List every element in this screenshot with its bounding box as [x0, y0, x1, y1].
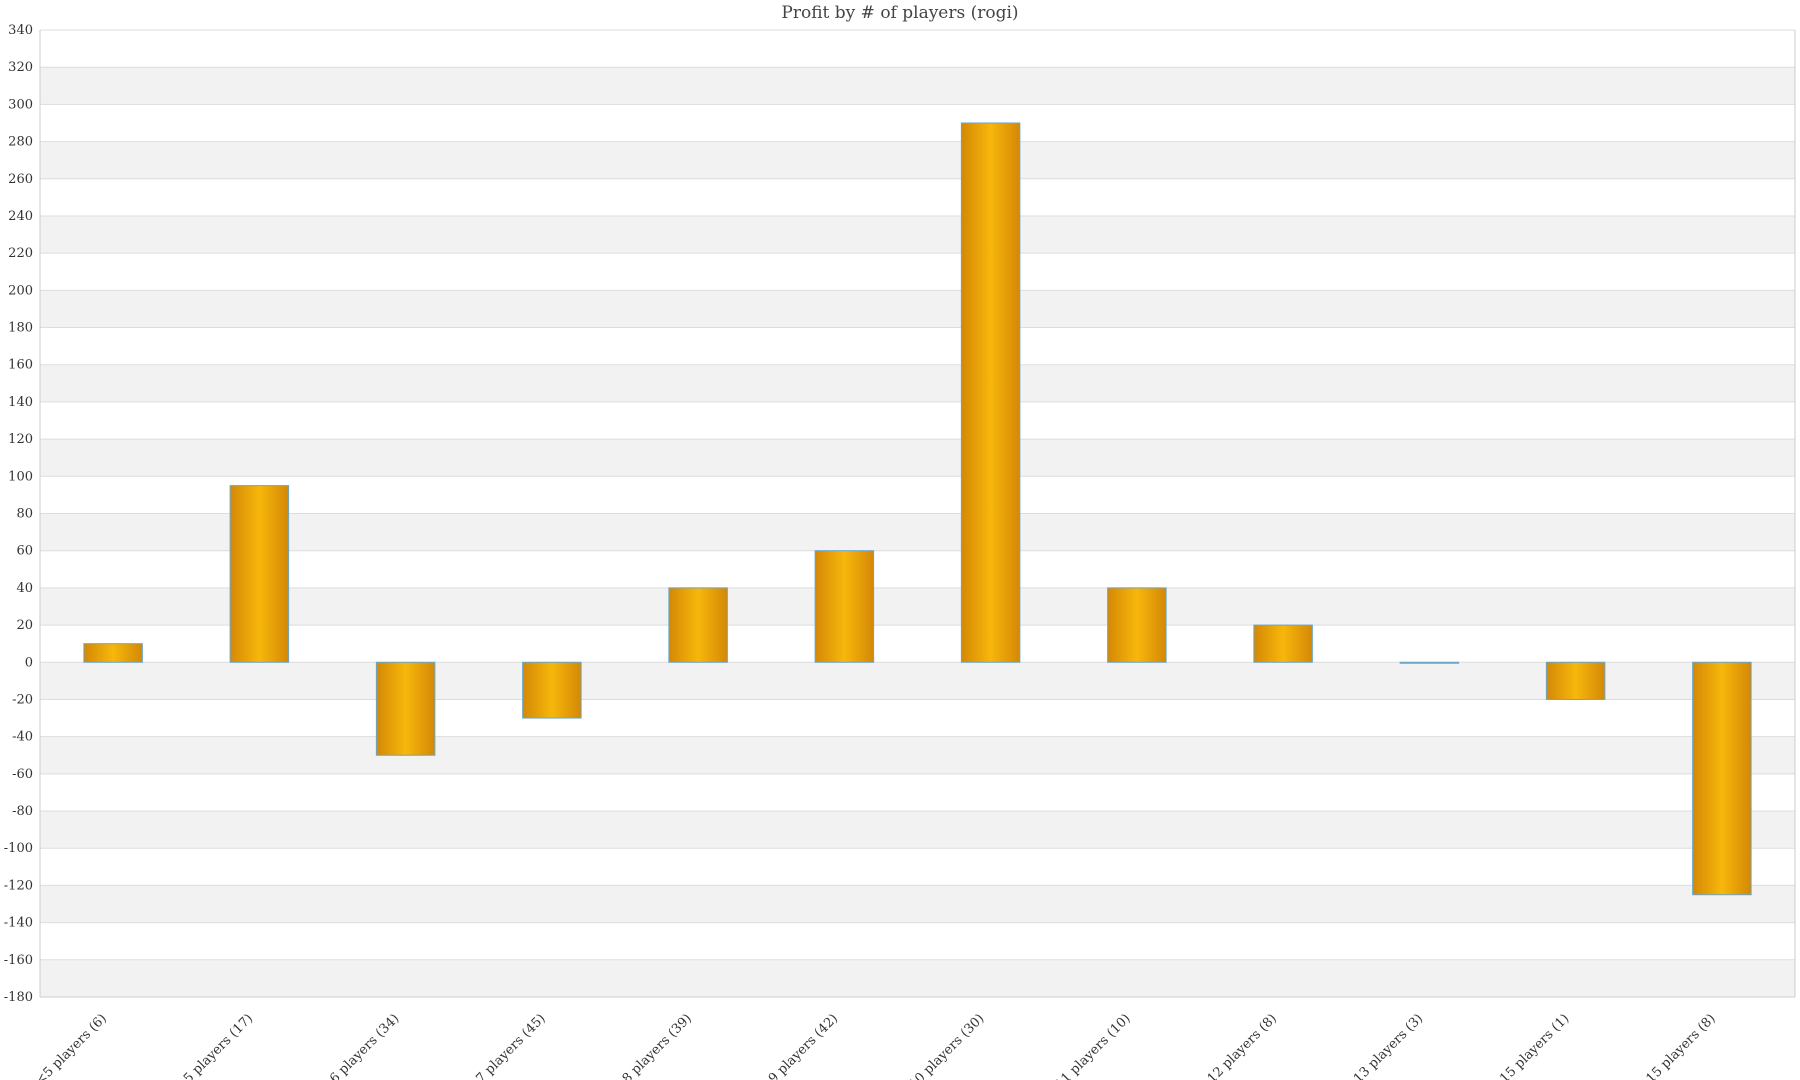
background-band	[40, 959, 1795, 997]
y-tick-label: 320	[8, 60, 33, 75]
y-tick-label: 120	[8, 432, 33, 447]
background-band	[40, 773, 1795, 812]
background-band	[40, 885, 1795, 923]
y-tick-label: 300	[8, 97, 33, 112]
bar	[1545, 661, 1606, 700]
background-band	[40, 215, 1795, 254]
background-band	[40, 848, 1795, 886]
background-band	[40, 253, 1795, 291]
background-band	[40, 922, 1795, 960]
background-band	[40, 587, 1795, 626]
x-category-label: 5 players (17)	[181, 1011, 256, 1080]
bar	[522, 661, 582, 719]
background-band	[40, 30, 1795, 68]
bar	[1253, 624, 1313, 663]
x-category-label: >15 players (8)	[1636, 1011, 1719, 1080]
x-category-label: 9 players (42)	[766, 1011, 841, 1080]
bar	[229, 485, 290, 663]
y-tick-label: -180	[4, 990, 33, 1005]
background-band	[40, 67, 1795, 105]
background-band	[40, 401, 1795, 440]
bars	[83, 122, 1752, 896]
y-tick-label: -80	[12, 804, 33, 819]
background-band	[40, 290, 1795, 328]
x-axis-labels: <5 players (6) 5 players (17) 6 players (3…	[33, 1011, 1719, 1080]
x-category-label: 10 players (30)	[906, 1011, 987, 1080]
chart-title: Profit by # of players (rogi)	[781, 3, 1018, 23]
background-band	[40, 513, 1795, 551]
background-band	[40, 699, 1795, 737]
bar	[1399, 661, 1460, 664]
gridlines	[39, 29, 1796, 998]
bar	[83, 643, 143, 663]
x-category-label: 12 players (8)	[1205, 1011, 1280, 1080]
background-band	[40, 104, 1795, 142]
y-tick-label: 200	[8, 283, 33, 298]
y-tick-label: -120	[4, 878, 33, 893]
background-band	[40, 625, 1795, 663]
y-axis-ticks: 3403203002802602402202001801601401201008…	[4, 23, 33, 1005]
bar	[1107, 587, 1167, 663]
y-tick-label: -100	[4, 841, 33, 856]
bar	[375, 661, 436, 756]
y-tick-label: 240	[8, 209, 33, 224]
y-tick-label: 140	[8, 395, 33, 410]
y-tick-label: 160	[8, 358, 33, 373]
bar	[668, 587, 728, 663]
y-tick-label: -60	[12, 767, 33, 782]
x-category-label: <5 players (6)	[33, 1011, 110, 1080]
x-category-label: 8 players (39)	[620, 1011, 695, 1080]
background-bands	[40, 30, 1795, 997]
y-tick-label: 60	[16, 544, 33, 559]
bar	[1692, 661, 1752, 896]
y-tick-label: 80	[16, 507, 33, 522]
y-tick-label: 220	[8, 246, 33, 261]
bar	[814, 550, 875, 663]
y-tick-label: 40	[16, 581, 33, 596]
y-tick-label: 280	[8, 135, 33, 150]
x-category-label: 13 players (3)	[1351, 1011, 1426, 1080]
background-band	[40, 327, 1795, 365]
y-tick-label: 0	[25, 655, 33, 670]
background-band	[40, 736, 1795, 774]
x-category-label: 7 players (45)	[473, 1011, 548, 1080]
y-tick-label: -20	[12, 692, 33, 707]
background-band	[40, 439, 1795, 477]
background-band	[40, 141, 1795, 179]
y-tick-label: -40	[12, 730, 33, 745]
y-tick-label: -160	[4, 953, 33, 968]
y-tick-label: -140	[4, 916, 33, 931]
background-band	[40, 550, 1795, 588]
y-tick-label: 180	[8, 321, 33, 336]
y-tick-label: 260	[8, 172, 33, 187]
y-tick-label: 100	[8, 469, 33, 484]
background-band	[40, 811, 1795, 849]
x-category-label: 15 players (1)	[1497, 1011, 1572, 1080]
y-tick-label: 20	[16, 618, 33, 633]
y-tick-label: 340	[8, 23, 33, 38]
x-category-label: 11 players (10)	[1053, 1011, 1134, 1080]
bar	[960, 122, 1021, 663]
background-band	[40, 662, 1795, 700]
x-category-label: 6 players (34)	[327, 1011, 402, 1080]
background-band	[40, 476, 1795, 514]
background-band	[40, 364, 1795, 402]
background-band	[40, 178, 1795, 216]
